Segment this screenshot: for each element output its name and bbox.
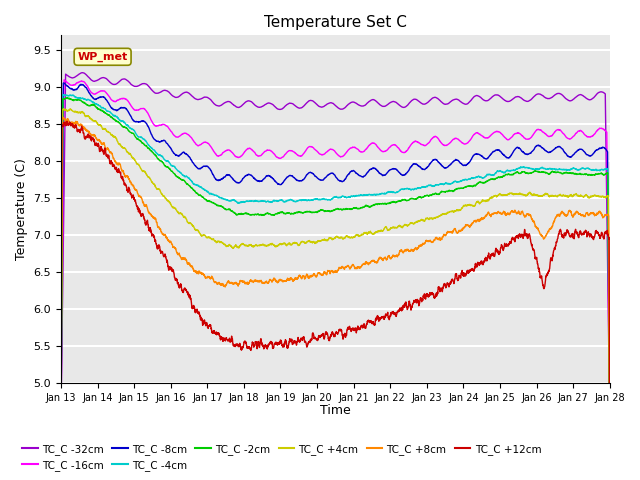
TC_C -2cm [399,197,406,203]
TC_C -2cm [57,409,65,415]
TC_C -8cm [60,80,68,86]
TC_C +12cm [63,119,71,124]
TC_C +12cm [389,309,397,314]
TC_C -32cm [399,104,406,110]
TC_C -4cm [61,92,68,97]
TC_C +4cm [57,429,65,434]
TC_C -8cm [606,431,614,437]
TC_C -16cm [389,142,397,148]
Line: TC_C +4cm: TC_C +4cm [61,108,610,447]
TC_C +4cm [60,106,68,111]
Title: Temperature Set C: Temperature Set C [264,15,407,30]
TC_C -4cm [399,186,406,192]
TC_C -4cm [389,190,397,195]
TC_C +12cm [211,329,218,335]
TC_C -2cm [63,95,71,101]
Line: TC_C -2cm: TC_C -2cm [61,98,610,452]
Text: WP_met: WP_met [77,52,128,62]
TC_C -2cm [211,201,218,206]
TC_C +12cm [57,436,65,442]
Line: TC_C -32cm: TC_C -32cm [61,72,610,415]
TC_C +8cm [605,393,613,398]
TC_C -8cm [554,144,561,150]
TC_C -32cm [389,99,397,105]
TC_C -32cm [78,70,86,75]
TC_C +8cm [399,249,406,255]
Y-axis label: Temperature (C): Temperature (C) [15,158,28,260]
TC_C +8cm [60,115,67,120]
TC_C -32cm [57,409,65,415]
TC_C -16cm [60,77,68,83]
TC_C -4cm [554,167,561,173]
TC_C -16cm [175,133,182,139]
TC_C +8cm [606,464,614,469]
TC_C -32cm [605,390,613,396]
TC_C +4cm [399,225,406,230]
TC_C +12cm [605,336,613,342]
TC_C -16cm [211,149,218,155]
Line: TC_C +12cm: TC_C +12cm [61,121,610,443]
Line: TC_C -4cm: TC_C -4cm [61,95,610,450]
TC_C +8cm [57,412,65,418]
TC_C +4cm [606,444,614,450]
Line: TC_C -8cm: TC_C -8cm [61,83,610,434]
TC_C +4cm [175,211,182,216]
TC_C -32cm [175,94,182,99]
TC_C +4cm [554,193,561,199]
TC_C -8cm [605,391,613,397]
TC_C -8cm [175,153,182,159]
Line: TC_C -16cm: TC_C -16cm [61,80,610,429]
TC_C -8cm [399,172,406,178]
TC_C -4cm [606,447,614,453]
TC_C +4cm [389,224,397,230]
TC_C +4cm [211,238,218,243]
TC_C +12cm [399,307,406,312]
TC_C -16cm [57,411,65,417]
TC_C -2cm [554,169,561,175]
TC_C -16cm [554,127,561,132]
TC_C +12cm [175,282,182,288]
X-axis label: Time: Time [320,404,351,417]
TC_C -4cm [175,168,182,174]
Legend: TC_C -32cm, TC_C -16cm, TC_C -8cm, TC_C -4cm, TC_C -2cm, TC_C +4cm, TC_C +8cm, T: TC_C -32cm, TC_C -16cm, TC_C -8cm, TC_C … [18,439,545,475]
TC_C -4cm [605,400,613,406]
TC_C +12cm [554,236,561,241]
TC_C -32cm [211,101,218,107]
TC_C -16cm [606,426,614,432]
TC_C +8cm [175,252,182,257]
Line: TC_C +8cm: TC_C +8cm [61,118,610,467]
TC_C +4cm [605,389,613,395]
TC_C -8cm [211,175,218,180]
TC_C +12cm [606,440,614,445]
TC_C -16cm [605,395,613,401]
TC_C -4cm [211,192,218,198]
TC_C +8cm [389,252,397,258]
TC_C -16cm [399,149,406,155]
TC_C +8cm [554,213,561,218]
TC_C -2cm [389,199,397,204]
TC_C -8cm [57,413,65,419]
TC_C -2cm [605,402,613,408]
TC_C -2cm [175,175,182,181]
TC_C -32cm [606,412,614,418]
TC_C -4cm [57,408,65,413]
TC_C -8cm [389,166,397,172]
TC_C +8cm [211,279,218,285]
TC_C -32cm [554,91,561,96]
TC_C -2cm [606,449,614,455]
